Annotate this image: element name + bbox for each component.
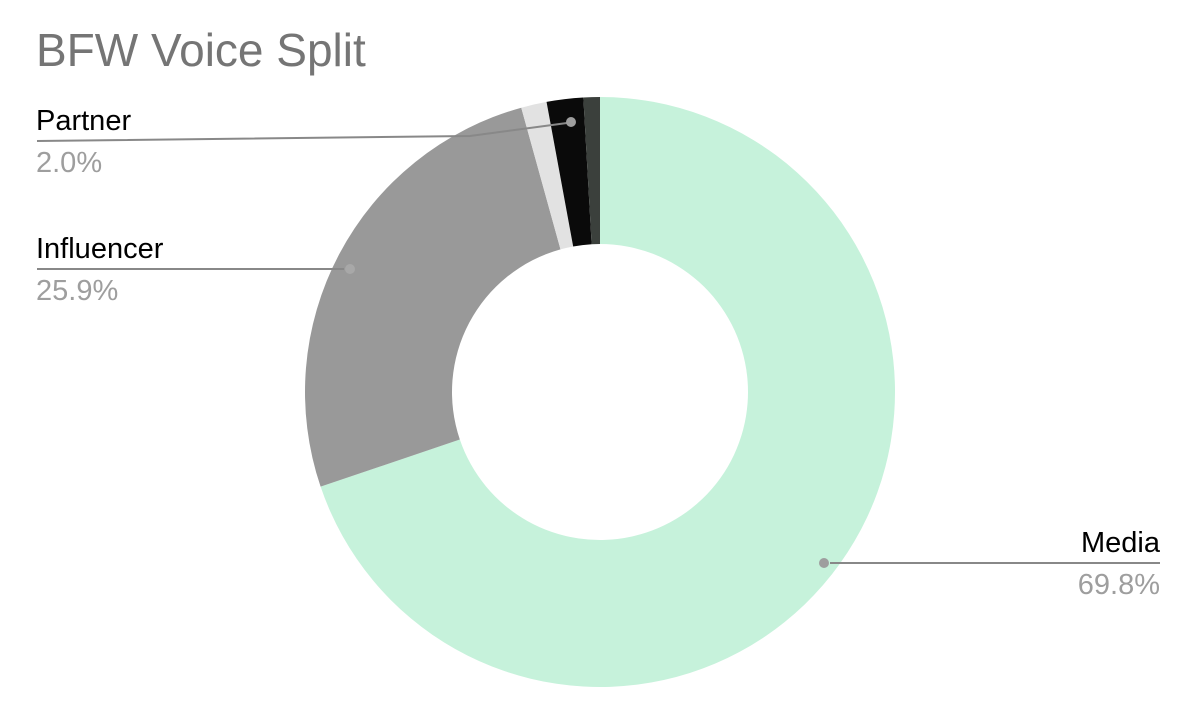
slice-unlabeled-2[interactable] xyxy=(521,101,574,250)
media-leader-dot xyxy=(819,558,829,568)
influencer-leader xyxy=(37,264,355,274)
influencer-callout: Influencer 25.9% xyxy=(36,232,163,308)
partner-leader-dot xyxy=(566,117,576,127)
media-callout: Media 69.8% xyxy=(1078,526,1160,602)
media-callout-value: 69.8% xyxy=(1077,569,1160,601)
chart-title: BFW Voice Split xyxy=(36,24,366,76)
influencer-callout-label: Influencer xyxy=(36,233,164,265)
influencer-leader-dot xyxy=(345,264,355,274)
slice-unlabeled-4[interactable] xyxy=(583,96,600,245)
partner-leader xyxy=(36,117,576,142)
slice-partner[interactable] xyxy=(546,97,592,247)
partner-callout-label: Partner xyxy=(36,105,132,137)
media-callout-label: Media xyxy=(1081,527,1160,559)
partner-callout: Partner 2.0% xyxy=(36,104,131,180)
media-leader xyxy=(819,558,1160,568)
donut-slices-group xyxy=(305,96,896,687)
slice-media[interactable] xyxy=(320,97,896,687)
partner-callout-value: 2.0% xyxy=(36,147,103,179)
influencer-callout-value: 25.9% xyxy=(36,275,119,307)
slice-influencer[interactable] xyxy=(305,107,561,487)
partner-leader-line xyxy=(36,122,568,142)
